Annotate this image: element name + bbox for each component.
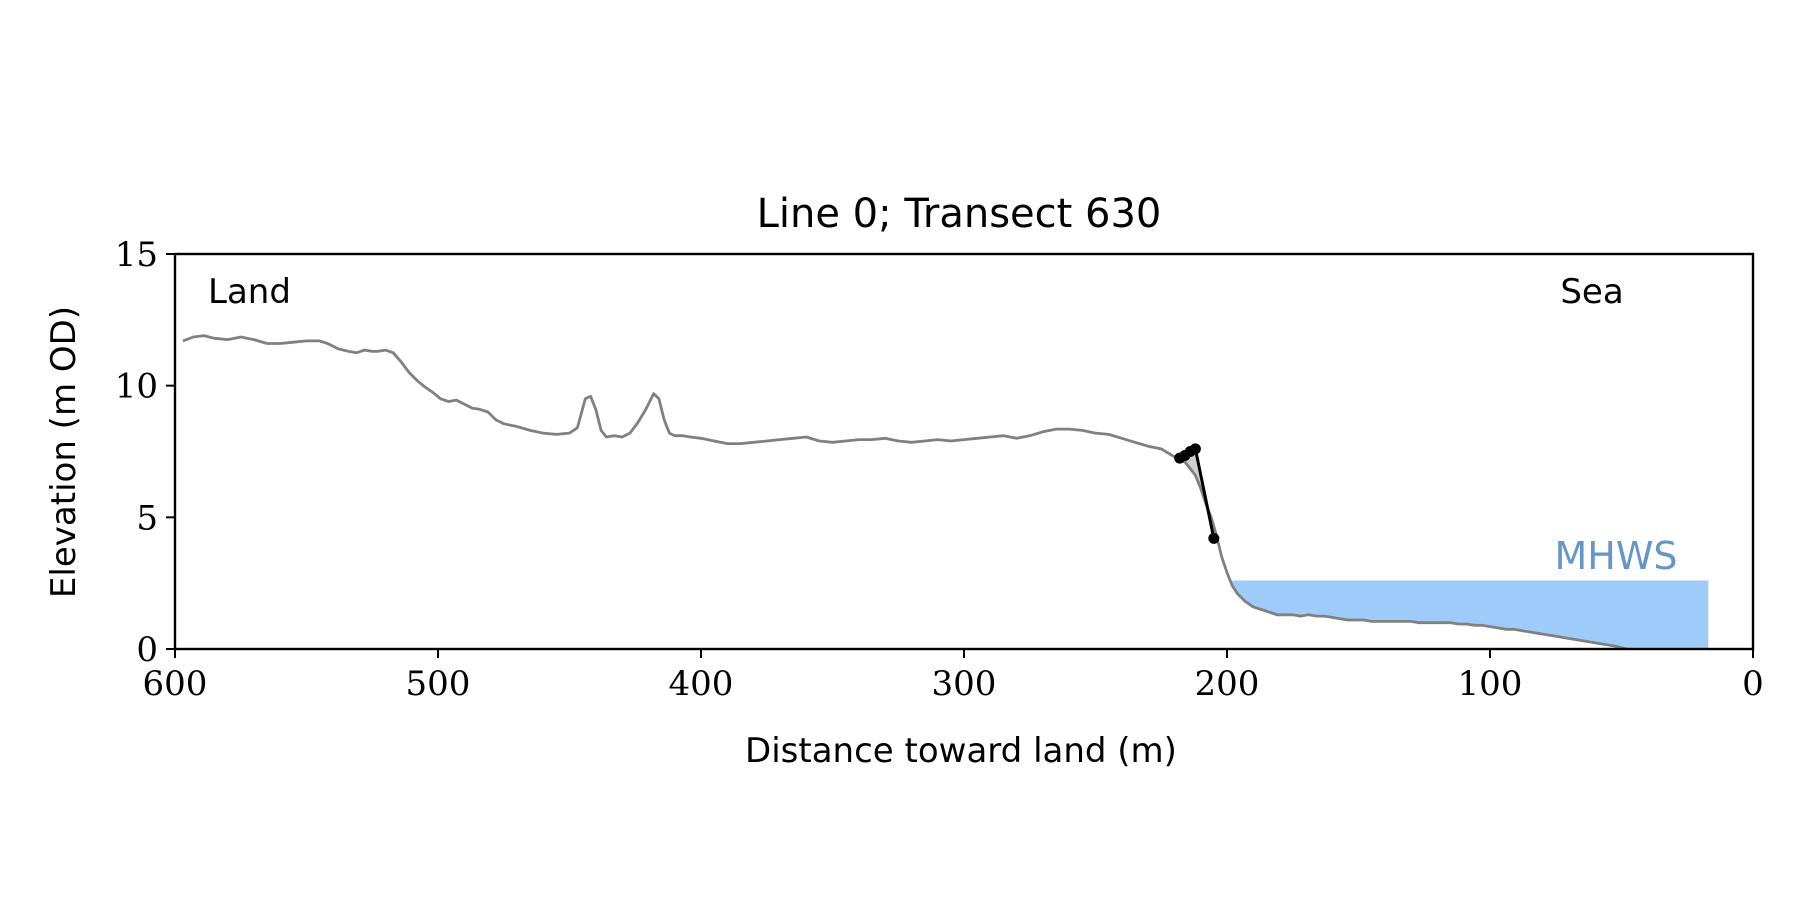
x-tick-label-400: 400 xyxy=(669,664,734,704)
y-tick-label-15: 15 xyxy=(115,235,158,275)
y-tick-label-10: 10 xyxy=(115,367,158,407)
y-tick-label-5: 5 xyxy=(136,498,158,538)
plot-area xyxy=(182,334,1709,651)
mhws-water-area xyxy=(1232,580,1709,649)
land-annotation: Land xyxy=(208,272,291,312)
x-tick-label-200: 200 xyxy=(1195,664,1260,704)
cliff-feature-point-3 xyxy=(1189,443,1201,455)
profile-line xyxy=(182,334,1628,651)
x-axis-label: Distance toward land (m) xyxy=(745,731,1177,771)
sea-annotation: Sea xyxy=(1560,272,1623,312)
y-axis-label: Elevation (m OD) xyxy=(44,306,84,598)
x-tick-label-0: 0 xyxy=(1742,664,1764,704)
y-tick-label-0: 0 xyxy=(136,630,158,670)
axes: 600 500 400 300 200 100 0 0 5 10 15 xyxy=(115,235,1764,704)
chart-title: Line 0; Transect 630 xyxy=(757,191,1162,237)
x-tick-label-100: 100 xyxy=(1458,664,1523,704)
x-tick-label-300: 300 xyxy=(932,664,997,704)
x-tick-label-600: 600 xyxy=(143,664,208,704)
cliff-feature-point-4 xyxy=(1208,532,1220,544)
x-tick-label-500: 500 xyxy=(406,664,471,704)
mhws-label: MHWS xyxy=(1554,534,1677,578)
